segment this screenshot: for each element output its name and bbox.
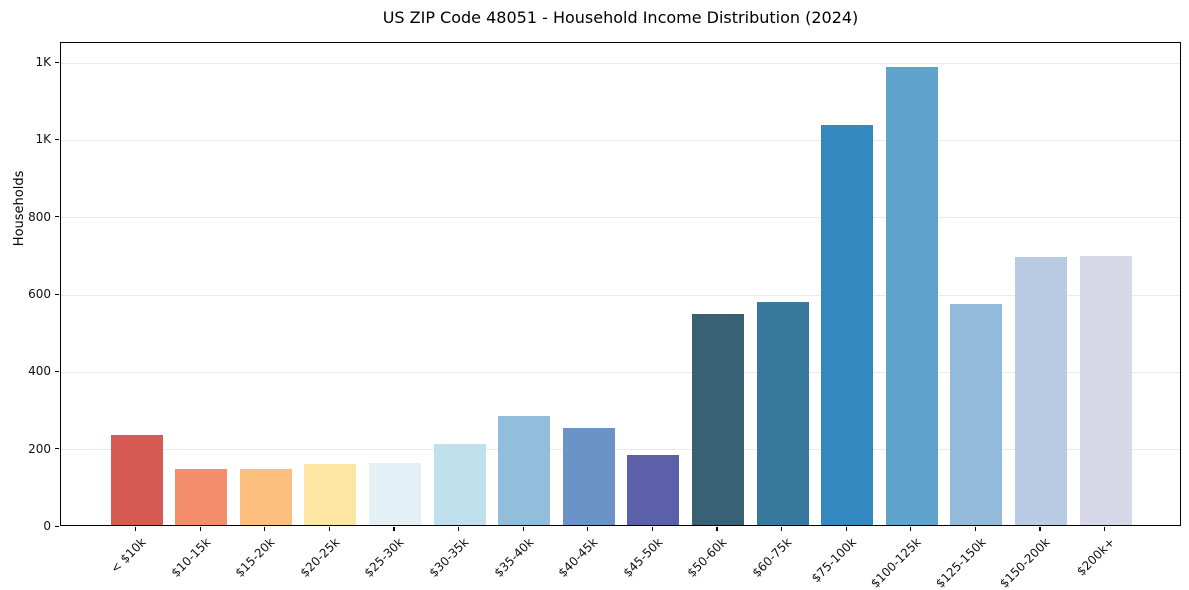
x-tick-mark: [716, 527, 718, 531]
bar-8: [562, 427, 615, 525]
y-tick-mark: [55, 138, 59, 141]
y-tick-label: 400: [28, 364, 51, 379]
bar-13: [885, 66, 938, 525]
grid-line: [61, 371, 1180, 373]
x-tick-mark: [264, 527, 266, 531]
x-tick-mark: [135, 527, 137, 531]
x-tick-label: $40-45k: [555, 535, 601, 580]
x-tick-mark: [974, 527, 976, 531]
bar-5: [368, 462, 421, 525]
bar-1: [110, 434, 163, 525]
bar-3: [239, 468, 292, 525]
y-tick-mark: [55, 293, 59, 295]
y-tick-mark: [55, 61, 59, 63]
x-tick-mark: [910, 527, 912, 531]
x-tick-label: $35-40k: [491, 535, 536, 580]
bar-10: [691, 313, 744, 525]
x-tick-label: $200k+: [1073, 535, 1118, 579]
bar-12: [821, 124, 874, 525]
x-tick-mark: [587, 527, 589, 531]
x-tick-label: $10-15k: [168, 535, 213, 580]
x-tick-label: $25-30k: [361, 535, 407, 580]
x-tick-mark: [845, 527, 847, 531]
x-tick-label: $125-150k: [932, 535, 989, 590]
bar-15: [1014, 257, 1067, 525]
x-tick-label: $30-35k: [426, 535, 472, 580]
x-tick-label: $45-50k: [620, 535, 666, 580]
y-axis-label: Households: [12, 170, 27, 247]
x-tick-label: $15-20k: [232, 535, 278, 580]
bar-9: [627, 454, 680, 525]
x-tick-mark: [1039, 527, 1041, 531]
x-tick-mark: [199, 527, 201, 531]
bar-14: [950, 303, 1003, 525]
grid-line: [61, 294, 1180, 296]
bar-4: [304, 463, 357, 525]
x-tick-mark: [781, 527, 783, 531]
bar-2: [175, 468, 228, 525]
x-tick-label: < $10k: [107, 535, 149, 576]
x-tick-mark: [1104, 527, 1106, 531]
plot-area: [60, 42, 1181, 526]
x-tick-mark: [393, 527, 395, 531]
x-tick-label: $60-75k: [749, 535, 795, 580]
bar-6: [433, 443, 486, 525]
y-tick-label: 800: [28, 209, 51, 224]
grid-line: [61, 62, 1180, 64]
y-tick-label: 200: [28, 441, 51, 456]
x-tick-mark: [651, 527, 653, 531]
chart-title: US ZIP Code 48051 - Household Income Dis…: [382, 8, 859, 27]
x-tick-mark: [458, 527, 460, 531]
grid-line: [61, 139, 1180, 141]
y-tick-mark: [55, 525, 59, 527]
y-tick-label: 1K: [35, 132, 51, 147]
y-tick-mark: [55, 370, 59, 373]
x-tick-label: $50-60k: [684, 535, 730, 580]
x-tick-label: $150-200k: [997, 535, 1053, 590]
x-tick-label: $75-100k: [808, 535, 859, 586]
y-tick-mark: [55, 216, 59, 218]
grid-line: [61, 449, 1180, 451]
bar-7: [498, 416, 551, 525]
bar-16: [1079, 255, 1132, 525]
y-tick-mark: [55, 448, 59, 450]
x-tick-mark: [328, 527, 330, 531]
x-tick-label: $20-25k: [297, 535, 343, 580]
y-tick-label: 0: [43, 519, 51, 533]
y-tick-label: 600: [28, 287, 51, 302]
y-tick-label: 1K: [35, 55, 51, 70]
grid-line: [61, 217, 1180, 219]
bar-11: [756, 301, 809, 525]
x-tick-label: $100-125k: [867, 535, 924, 590]
x-tick-mark: [522, 527, 524, 531]
